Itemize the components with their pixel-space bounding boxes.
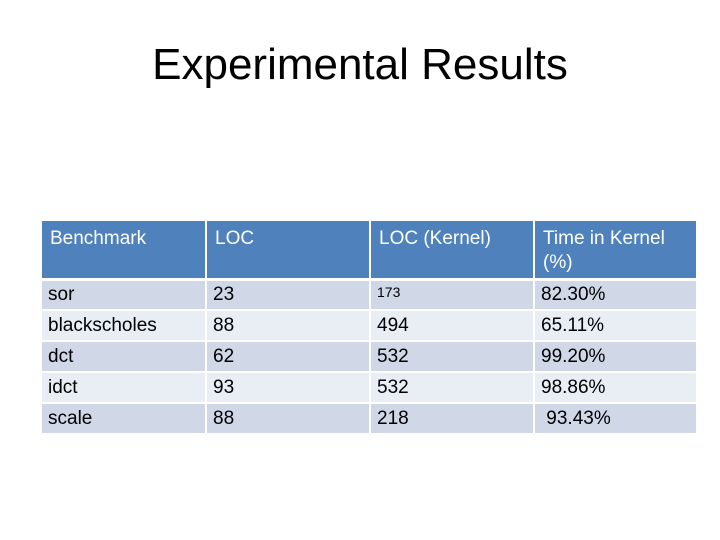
cell-time-in-kernel: 82.30% [534,279,696,311]
cell-benchmark: blackscholes [42,310,207,342]
cell-benchmark: scale [42,403,207,435]
cell-time-in-kernel: 65.11% [534,310,696,342]
table-row: scale 88 218 93.43% [42,403,696,435]
cell-time-in-kernel: 93.43% [534,403,696,435]
cell-benchmark: dct [42,341,207,373]
results-table: Benchmark LOC LOC (Kernel) Time in Kerne… [42,221,696,435]
cell-benchmark: sor [42,279,207,311]
cell-loc-kernel: 494 [370,310,535,342]
cell-loc-kernel: 218 [370,403,535,435]
cell-loc-kernel: 532 [370,372,535,404]
cell-loc: 88 [206,310,371,342]
header-loc: LOC [206,221,371,281]
header-time-in-kernel: Time in Kernel (%) [534,221,696,281]
cell-benchmark: idct [42,372,207,404]
table-row: idct 93 532 98.86% [42,372,696,404]
cell-loc: 88 [206,403,371,435]
table-row: sor 23 173 82.30% [42,279,696,311]
header-benchmark: Benchmark [42,221,207,281]
cell-loc: 93 [206,372,371,404]
cell-loc: 62 [206,341,371,373]
cell-loc-kernel: 173 [370,279,535,311]
slide-title: Experimental Results [152,40,568,89]
cell-time-in-kernel: 98.86% [534,372,696,404]
cell-loc: 23 [206,279,371,311]
table-header-row: Benchmark LOC LOC (Kernel) Time in Kerne… [42,221,696,281]
table-row: dct 62 532 99.20% [42,341,696,373]
header-loc-kernel: LOC (Kernel) [370,221,535,281]
table-row: blackscholes 88 494 65.11% [42,310,696,342]
cell-time-in-kernel: 99.20% [534,341,696,373]
cell-loc-kernel: 532 [370,341,535,373]
